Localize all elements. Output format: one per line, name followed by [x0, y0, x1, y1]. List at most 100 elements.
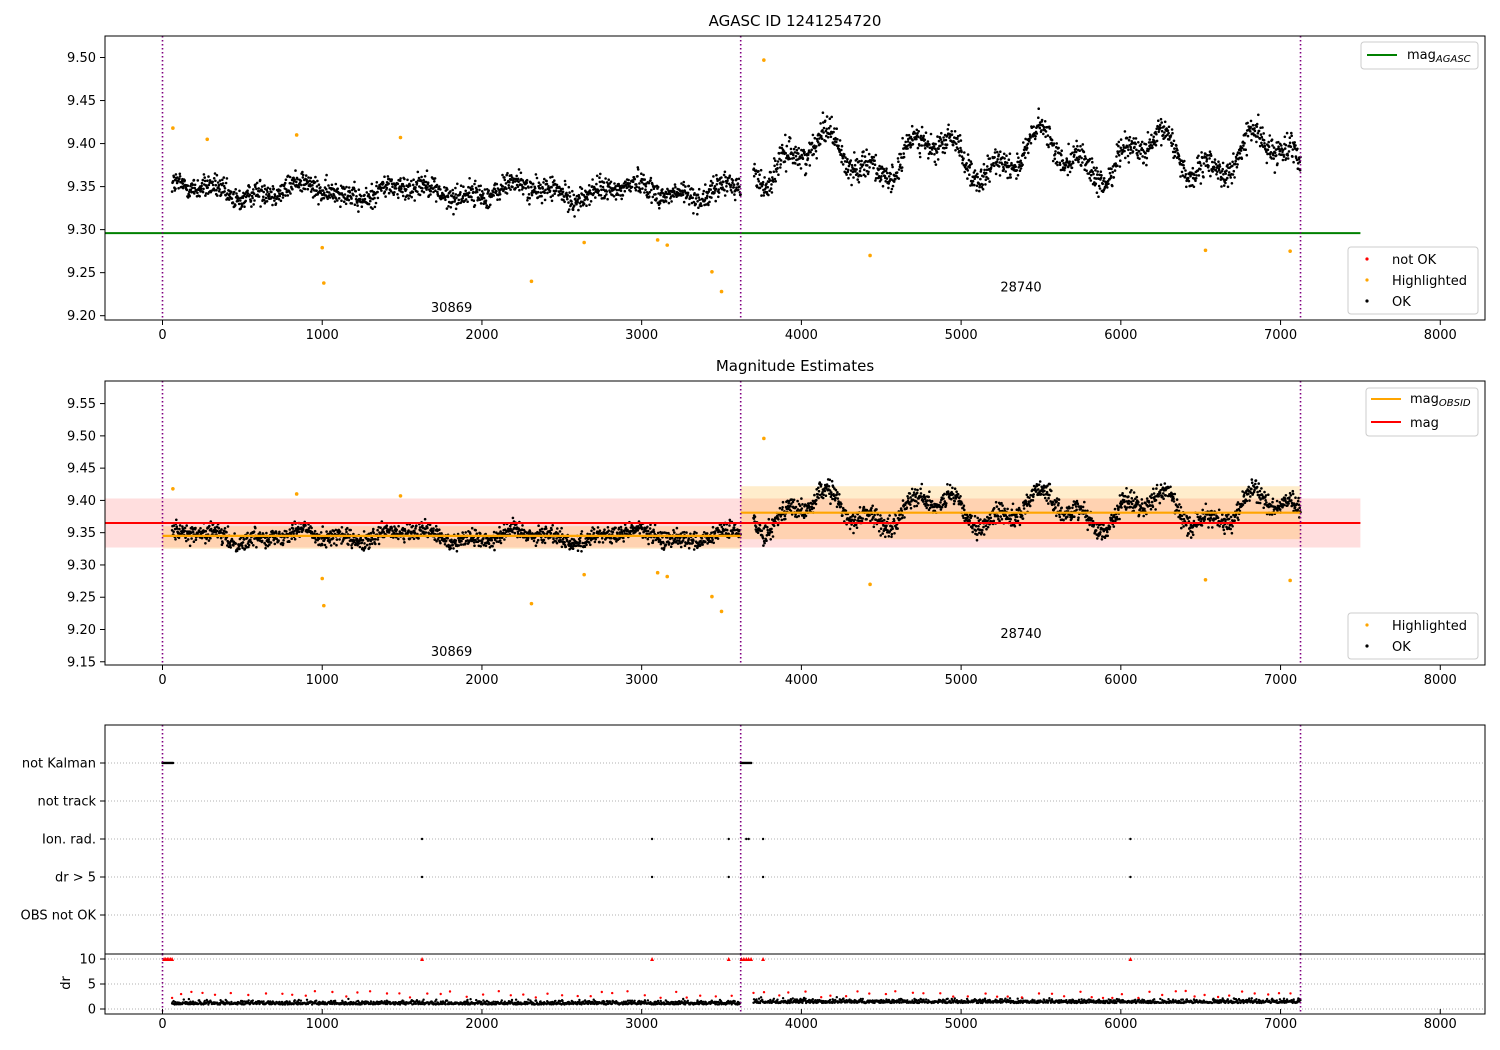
- ok-point: [694, 202, 697, 206]
- ok-point: [1113, 169, 1117, 172]
- ok-point: [642, 173, 645, 177]
- ok-point: [549, 176, 552, 179]
- ok-point: [271, 185, 275, 188]
- ok-point: [279, 199, 283, 203]
- ok-point: [214, 183, 218, 187]
- ok-point: [619, 525, 623, 529]
- ok-point: [919, 492, 923, 495]
- ok-point: [882, 518, 886, 522]
- ok-point: [926, 499, 929, 502]
- ok-point: [278, 194, 282, 198]
- ok-point: [175, 527, 179, 530]
- ok-point: [825, 134, 828, 138]
- ok-point: [702, 189, 706, 193]
- ok-point: [894, 177, 897, 181]
- ok-point: [844, 167, 848, 171]
- ok-point: [514, 186, 517, 190]
- ok-point: [543, 198, 547, 202]
- ok-point: [301, 170, 304, 174]
- ok-point: [841, 514, 844, 517]
- ok-point: [761, 183, 764, 186]
- ok-point: [609, 536, 613, 540]
- ok-point: [330, 183, 334, 187]
- ok-point: [315, 189, 318, 192]
- ok-point: [171, 179, 175, 183]
- ok-point: [1098, 187, 1102, 190]
- ok-point: [1081, 143, 1085, 146]
- ok-point: [917, 502, 920, 505]
- ok-point: [1101, 182, 1104, 186]
- x-tick-label: 2000: [465, 328, 498, 343]
- ok-point: [262, 190, 266, 194]
- ok-point: [412, 537, 416, 541]
- ok-point: [767, 193, 770, 197]
- ok-point: [1119, 159, 1122, 162]
- ok-point: [193, 183, 197, 187]
- ok-point: [609, 180, 613, 184]
- ok-point: [901, 514, 904, 517]
- ok-point: [900, 169, 904, 172]
- ok-point: [902, 155, 906, 159]
- ok-point: [1061, 159, 1065, 162]
- ok-point: [236, 199, 240, 203]
- ok-point: [475, 532, 479, 535]
- ok-point: [307, 176, 310, 179]
- ok-point: [1212, 166, 1216, 169]
- ok-point: [704, 540, 707, 543]
- ok-point: [484, 199, 488, 202]
- ok-point: [927, 495, 930, 499]
- ok-point: [703, 198, 707, 202]
- ok-point: [772, 524, 776, 528]
- ok-point: [707, 203, 710, 207]
- ok-point: [1117, 140, 1121, 144]
- ok-point: [815, 145, 818, 148]
- ok-point: [413, 199, 417, 202]
- ok-point: [650, 188, 653, 192]
- ok-point: [1004, 170, 1007, 173]
- ok-point: [482, 537, 485, 540]
- ok-point: [1224, 181, 1227, 185]
- ok-point: [695, 531, 698, 535]
- ok-point: [1261, 126, 1264, 129]
- ok-point: [1005, 161, 1009, 165]
- ok-point: [906, 495, 909, 498]
- ok-point: [544, 527, 548, 530]
- ok-point: [932, 145, 936, 148]
- ok-point: [1183, 175, 1187, 178]
- ok-point: [647, 542, 650, 546]
- ok-point: [757, 180, 761, 183]
- ok-point: [719, 181, 722, 184]
- ok-point: [1146, 131, 1150, 134]
- ok-point: [762, 194, 766, 197]
- ok-point: [634, 188, 638, 192]
- ok-point: [385, 524, 389, 527]
- ok-point: [387, 191, 391, 195]
- ok-point: [860, 519, 864, 523]
- ok-point: [1029, 141, 1033, 145]
- ok-point: [342, 200, 346, 203]
- ok-point: [1009, 173, 1012, 176]
- ok-point: [997, 165, 1001, 168]
- ok-point: [484, 201, 488, 205]
- ok-point: [911, 142, 915, 146]
- ok-point: [943, 151, 947, 155]
- ok-point: [1217, 160, 1220, 163]
- ok-point: [716, 179, 719, 183]
- ok-point: [513, 180, 517, 183]
- ok-point: [823, 119, 827, 123]
- ok-point: [321, 189, 325, 192]
- ok-point: [462, 185, 465, 188]
- ok-point: [1127, 148, 1130, 152]
- ok-point: [600, 188, 603, 192]
- ok-point: [383, 175, 386, 178]
- ok-point: [930, 499, 934, 503]
- ok-point: [319, 186, 322, 189]
- ok-point: [252, 530, 256, 533]
- ok-point: [950, 497, 953, 501]
- ok-point: [1096, 173, 1099, 176]
- ok-point: [224, 194, 227, 197]
- ok-point: [879, 178, 883, 181]
- ok-point: [876, 172, 879, 176]
- ok-point: [935, 150, 939, 154]
- ok-point: [651, 183, 654, 186]
